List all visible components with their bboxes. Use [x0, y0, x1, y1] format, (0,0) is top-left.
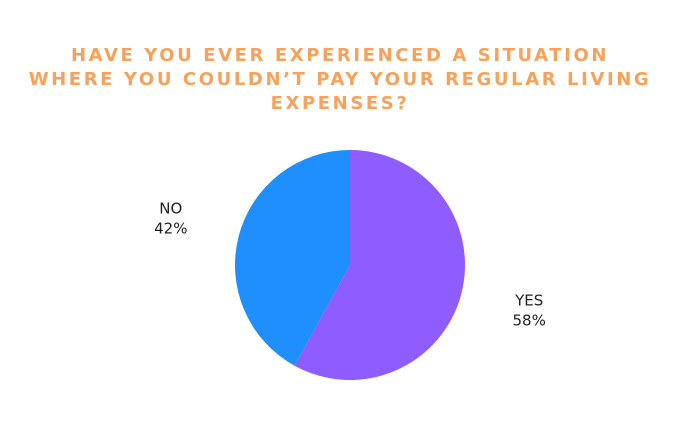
pie-slice	[235, 150, 350, 366]
slice-label: YES	[514, 292, 543, 310]
chart-title: HAVE YOU EVER EXPERIENCED A SITUATION WH…	[28, 45, 652, 114]
slice-value-label: 58%	[513, 312, 546, 330]
pie-slice	[294, 150, 465, 380]
slice-value-label: 42%	[154, 219, 187, 237]
slice-label: NO	[159, 199, 182, 217]
